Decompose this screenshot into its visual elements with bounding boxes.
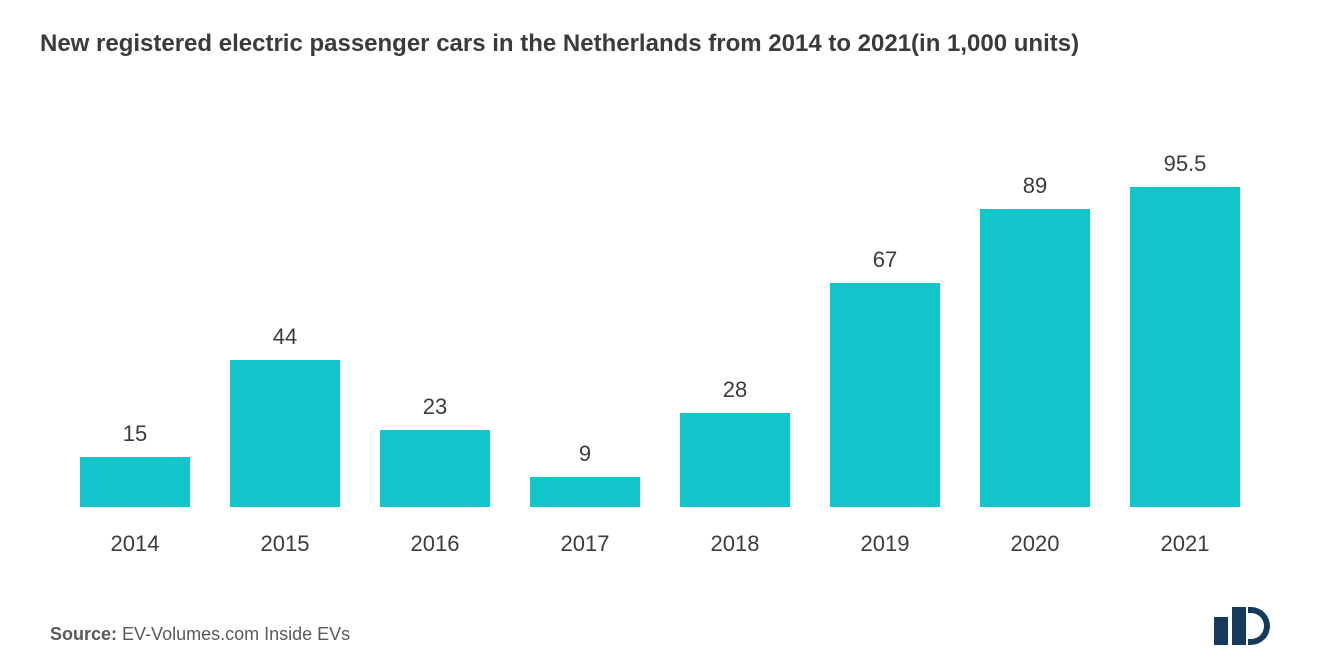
bar-group: 67 — [825, 247, 945, 508]
bar — [80, 457, 190, 507]
bar — [830, 283, 940, 508]
source-text: EV-Volumes.com Inside EVs — [122, 624, 350, 644]
bar-value-label: 44 — [273, 324, 297, 350]
bar — [680, 413, 790, 507]
bar — [1130, 187, 1240, 507]
bar-group: 23 — [375, 394, 495, 507]
bar-value-label: 95.5 — [1164, 151, 1207, 177]
bar-group: 28 — [675, 377, 795, 507]
chart-title: New registered electric passenger cars i… — [40, 30, 1280, 58]
source-citation: Source: EV-Volumes.com Inside EVs — [50, 624, 350, 645]
source-prefix: Source: — [50, 624, 117, 644]
bar-group: 44 — [225, 324, 345, 507]
bar-group: 95.5 — [1125, 151, 1245, 507]
x-axis-label: 2021 — [1125, 531, 1245, 557]
x-axis-label: 2020 — [975, 531, 1095, 557]
bar-group: 15 — [75, 421, 195, 507]
x-axis-label: 2018 — [675, 531, 795, 557]
x-axis-label: 2017 — [525, 531, 645, 557]
chart-container: New registered electric passenger cars i… — [0, 0, 1320, 665]
bar-group: 9 — [525, 441, 645, 507]
x-axis-label: 2019 — [825, 531, 945, 557]
x-axis-label: 2015 — [225, 531, 345, 557]
bar-value-label: 67 — [873, 247, 897, 273]
bar-value-label: 9 — [579, 441, 591, 467]
bar — [980, 209, 1090, 507]
bar — [530, 477, 640, 507]
bar-value-label: 89 — [1023, 173, 1047, 199]
logo-arc-icon — [1248, 607, 1270, 645]
bar-value-label: 23 — [423, 394, 447, 420]
bar-value-label: 28 — [723, 377, 747, 403]
x-axis-labels: 2014 2015 2016 2017 2018 2019 2020 2021 — [40, 517, 1280, 557]
chart-footer: Source: EV-Volumes.com Inside EVs — [40, 607, 1280, 645]
logo-bar-icon — [1214, 617, 1228, 645]
bar-value-label: 15 — [123, 421, 147, 447]
chart-plot-area: 15 44 23 9 28 67 89 95.5 — [40, 98, 1280, 517]
x-axis-label: 2014 — [75, 531, 195, 557]
bar-group: 89 — [975, 173, 1095, 507]
bar — [380, 430, 490, 507]
bar — [230, 360, 340, 507]
logo-bar-icon — [1232, 607, 1246, 645]
x-axis-label: 2016 — [375, 531, 495, 557]
brand-logo-icon — [1214, 607, 1270, 645]
